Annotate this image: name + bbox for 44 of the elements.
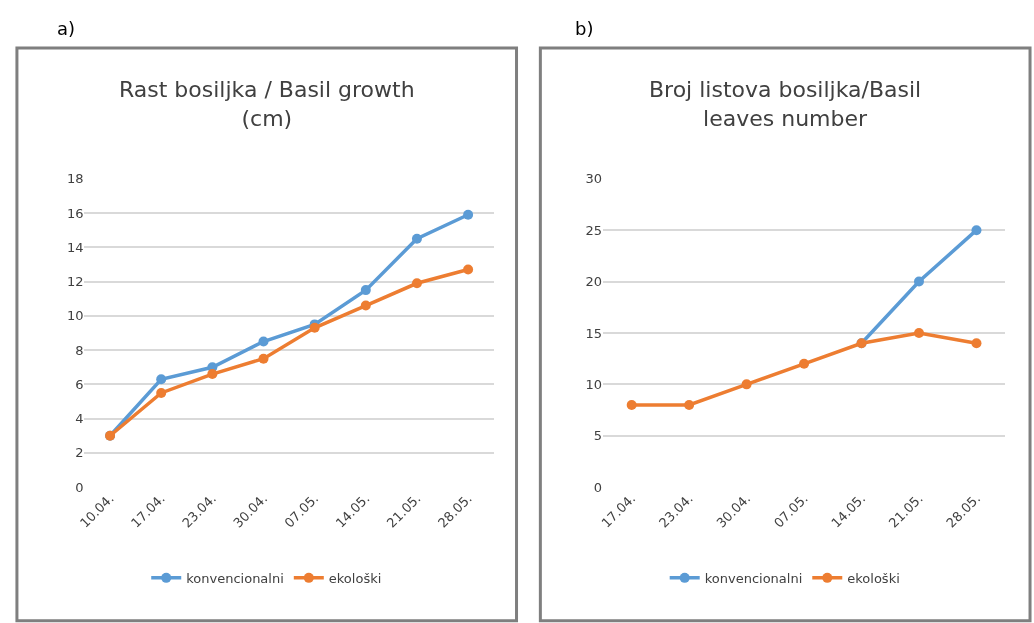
point xyxy=(258,353,269,364)
point xyxy=(207,369,218,380)
y-tick-label: 16 xyxy=(66,205,84,221)
text: b) xyxy=(575,18,594,39)
y-tick-label: 12 xyxy=(66,274,84,290)
y-tick-label: 4 xyxy=(75,411,84,427)
y-tick-label: 8 xyxy=(75,342,84,358)
point xyxy=(156,387,167,398)
chart-title: Broj listova bosiljka/Basil leaves number xyxy=(649,77,922,131)
y-tick-label: 0 xyxy=(75,479,84,495)
y-tick-label: 5 xyxy=(593,428,602,444)
y-tick-label: 15 xyxy=(585,325,602,341)
point xyxy=(741,379,752,390)
legend-label: konvencionalni xyxy=(704,570,803,586)
point xyxy=(971,225,982,236)
point xyxy=(411,278,422,289)
point xyxy=(914,327,924,338)
y-tick-label: 10 xyxy=(585,376,602,392)
y-tick-label: 6 xyxy=(75,376,84,392)
y-tick-label: 30 xyxy=(585,171,602,187)
legend-label: ekološki xyxy=(847,570,900,586)
point xyxy=(626,399,637,410)
point xyxy=(411,233,422,244)
point xyxy=(463,209,474,220)
text: a) xyxy=(57,18,76,39)
y-tick-label: 0 xyxy=(593,479,602,495)
y-tick-label: 10 xyxy=(66,308,84,324)
point xyxy=(684,399,695,410)
point xyxy=(360,300,371,311)
y-tick-label: 14 xyxy=(66,239,84,255)
y-tick-label: 18 xyxy=(66,171,84,187)
y-tick-label: 2 xyxy=(75,445,84,461)
point xyxy=(156,374,167,385)
y-tick-label: 20 xyxy=(585,274,602,290)
point xyxy=(258,336,269,347)
point xyxy=(463,264,474,275)
point xyxy=(914,276,924,287)
point xyxy=(971,338,982,349)
chart-title: Rast bosiljka / Basil growth (cm) xyxy=(119,77,415,131)
legend-label: ekološki xyxy=(328,570,382,586)
y-tick-label: 25 xyxy=(585,222,602,238)
point xyxy=(360,285,371,296)
legend-label: konvencionalni xyxy=(186,570,284,586)
point xyxy=(799,358,810,369)
